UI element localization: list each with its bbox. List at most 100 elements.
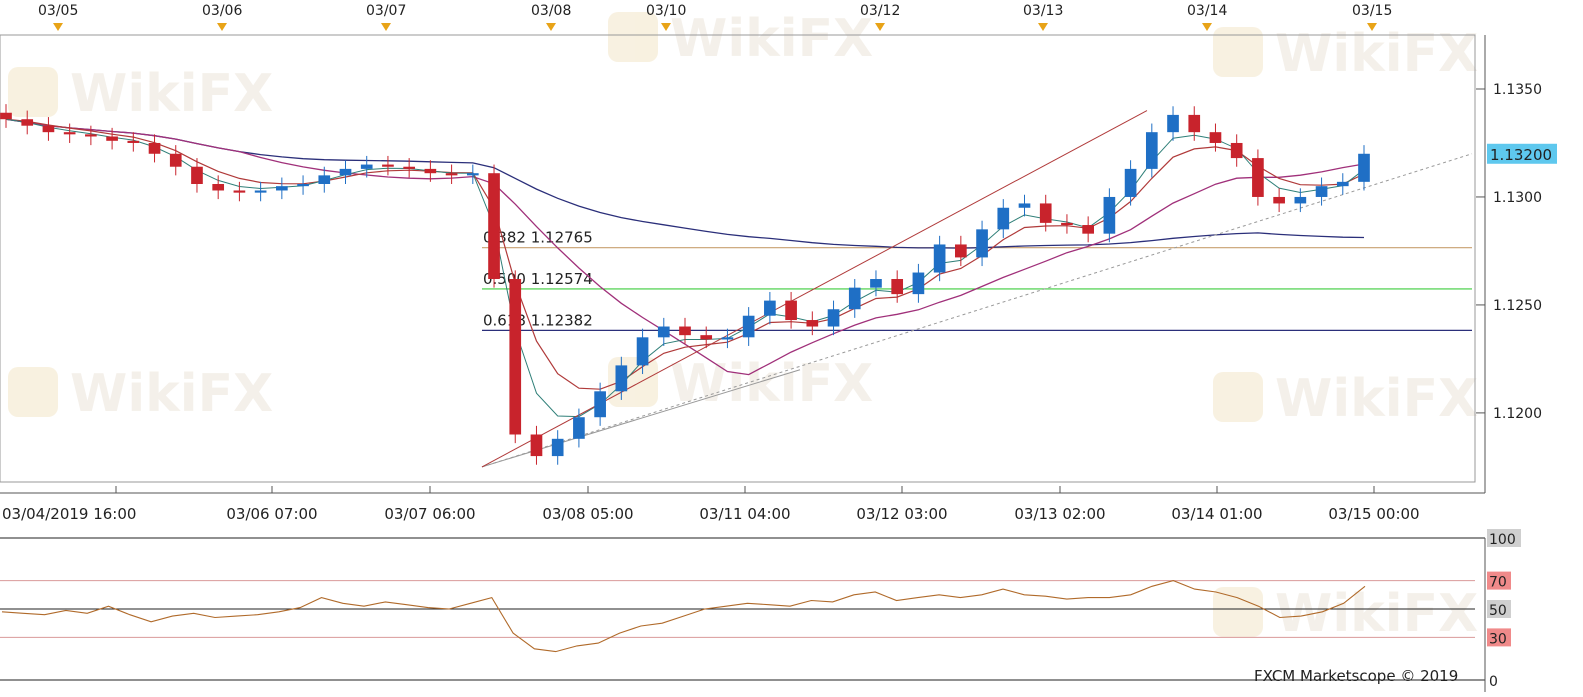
candle-body: [955, 244, 967, 258]
candle-body: [466, 173, 479, 176]
candle-body: [785, 300, 797, 321]
candle-body: [594, 391, 606, 418]
candle-body: [169, 153, 182, 167]
date-marker-label: 03/14: [1187, 3, 1227, 19]
time-axis-label: 03/08 05:00: [542, 505, 633, 523]
candle-body: [870, 279, 882, 288]
date-marker-label: 03/06: [202, 3, 242, 19]
time-axis-label: 03/15 00:00: [1328, 505, 1419, 523]
candle-body: [636, 337, 649, 366]
candle-body: [445, 173, 458, 176]
candle-body: [127, 140, 140, 143]
time-axis-label: 03/07 06:00: [384, 505, 475, 523]
watermark-text: WikiFX: [1275, 24, 1478, 84]
candle-body: [976, 229, 988, 258]
time-axis-label: 03/06 07:00: [226, 505, 317, 523]
watermark-text: WikiFX: [670, 9, 873, 69]
candle-body: [403, 166, 415, 169]
rsi-level-badge: [1487, 529, 1521, 547]
candle-body: [148, 142, 161, 154]
watermark-badge: [608, 357, 658, 407]
candle-body: [63, 132, 76, 135]
candle-body: [827, 309, 840, 327]
ma-fast-line: [5, 118, 1365, 390]
rsi-level-badge: [1487, 571, 1511, 590]
candle-body: [615, 365, 628, 392]
candle-body: [318, 175, 331, 184]
last-price-label: 1.13200: [1490, 146, 1552, 164]
watermark-text: WikiFX: [1275, 369, 1478, 429]
ma-mid-line: [5, 118, 1365, 376]
candle-body: [891, 279, 904, 295]
time-axis-label: 03/14 01:00: [1171, 505, 1262, 523]
candle-body: [1103, 196, 1116, 234]
watermark-logo: WikiFX: [608, 9, 873, 69]
candle-body: [764, 300, 776, 316]
time-axis-label: 03/11 04:00: [699, 505, 790, 523]
candle-body: [530, 434, 543, 457]
price-tick-label: 1.1300: [1493, 190, 1542, 206]
watermark-text: WikiFX: [1275, 584, 1478, 644]
date-marker-icon: [1367, 23, 1377, 31]
time-axis-label: 03/12 03:00: [856, 505, 947, 523]
date-marker-label: 03/13: [1023, 3, 1063, 19]
watermark-logo: WikiFX: [1213, 369, 1478, 429]
candle-body: [360, 164, 373, 169]
candle-body: [1061, 222, 1073, 226]
date-marker-icon: [1038, 23, 1048, 31]
date-marker-label: 03/08: [531, 3, 571, 19]
candle-body: [233, 190, 246, 193]
candle-body: [382, 164, 394, 167]
watermark-badge: [1213, 372, 1263, 422]
date-marker-label: 03/12: [860, 3, 900, 19]
candle-body: [700, 335, 713, 340]
candle-body: [212, 184, 225, 191]
candle-body: [1145, 132, 1158, 169]
candle-body: [848, 287, 861, 310]
date-marker-icon: [875, 23, 885, 31]
candle-body: [276, 186, 288, 191]
watermark-badge: [8, 67, 58, 117]
candle-body: [191, 166, 203, 184]
candle-body: [21, 119, 34, 126]
candle-body: [912, 272, 925, 295]
rsi-level-label: 100: [1489, 532, 1516, 548]
candle-body: [1315, 186, 1328, 197]
candle-body: [721, 337, 734, 340]
candle-body: [679, 326, 691, 336]
price-tick-label: 1.1250: [1493, 298, 1542, 314]
date-marker-icon: [546, 23, 556, 31]
candle-body: [1018, 203, 1031, 208]
copyright-label: FXCM Marketscope © 2019: [1254, 667, 1459, 685]
price-plot-frame: [0, 34, 1476, 483]
candle-body: [509, 279, 522, 435]
watermark-logo: WikiFX: [8, 64, 273, 124]
candle-body: [806, 320, 819, 327]
trendline-support: [481, 153, 1473, 468]
candle-body: [339, 168, 352, 176]
ma-long-line: [5, 118, 1365, 249]
candle-body: [424, 168, 437, 174]
candle-body: [85, 134, 97, 137]
watermark-badge: [1213, 27, 1263, 77]
candle-body: [1209, 132, 1222, 143]
watermark-logo: WikiFX: [1213, 584, 1478, 644]
candle-body: [657, 326, 670, 338]
candle-body: [488, 173, 500, 280]
rsi-line: [1, 580, 1366, 653]
candle-body: [1039, 203, 1052, 223]
rsi-level-badge: [1487, 671, 1501, 689]
rsi-level-label: 0: [1489, 674, 1498, 690]
watermark-text: WikiFX: [70, 364, 273, 424]
candle-body: [0, 112, 12, 120]
candle-body: [1336, 181, 1349, 187]
date-marker-icon: [217, 23, 227, 31]
watermark-badge: [608, 12, 658, 62]
candle-body: [297, 184, 309, 187]
date-marker-label: 03/05: [38, 3, 78, 19]
candle-body: [1252, 158, 1264, 197]
date-marker-icon: [381, 23, 391, 31]
rsi-level-label: 70: [1489, 575, 1507, 591]
